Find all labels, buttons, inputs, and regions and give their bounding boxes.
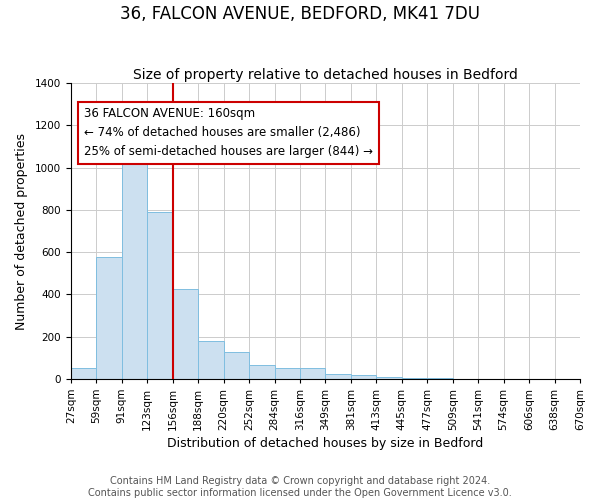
Bar: [275, 368, 300, 379]
Bar: [300, 368, 325, 379]
Bar: [402, 378, 427, 379]
Bar: [249, 365, 275, 379]
Title: Size of property relative to detached houses in Bedford: Size of property relative to detached ho…: [133, 68, 518, 82]
Bar: [147, 212, 173, 379]
Bar: [97, 258, 122, 379]
Bar: [173, 289, 198, 379]
Bar: [351, 374, 376, 379]
Y-axis label: Number of detached properties: Number of detached properties: [15, 132, 28, 330]
Bar: [325, 374, 351, 379]
Bar: [71, 368, 97, 379]
Text: Contains HM Land Registry data © Crown copyright and database right 2024.
Contai: Contains HM Land Registry data © Crown c…: [88, 476, 512, 498]
Text: 36, FALCON AVENUE, BEDFORD, MK41 7DU: 36, FALCON AVENUE, BEDFORD, MK41 7DU: [120, 5, 480, 23]
Bar: [198, 341, 224, 379]
Bar: [122, 159, 147, 379]
Bar: [376, 377, 402, 379]
Bar: [224, 352, 249, 379]
Text: 36 FALCON AVENUE: 160sqm
← 74% of detached houses are smaller (2,486)
25% of sem: 36 FALCON AVENUE: 160sqm ← 74% of detach…: [83, 108, 373, 158]
X-axis label: Distribution of detached houses by size in Bedford: Distribution of detached houses by size …: [167, 437, 484, 450]
